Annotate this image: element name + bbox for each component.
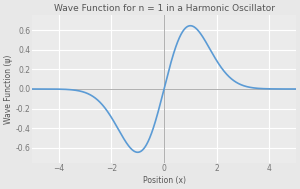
Title: Wave Function for n = 1 in a Harmonic Oscillator: Wave Function for n = 1 in a Harmonic Os… xyxy=(53,4,274,13)
Y-axis label: Wave Function (ψ): Wave Function (ψ) xyxy=(4,54,13,124)
X-axis label: Position (x): Position (x) xyxy=(142,176,185,185)
